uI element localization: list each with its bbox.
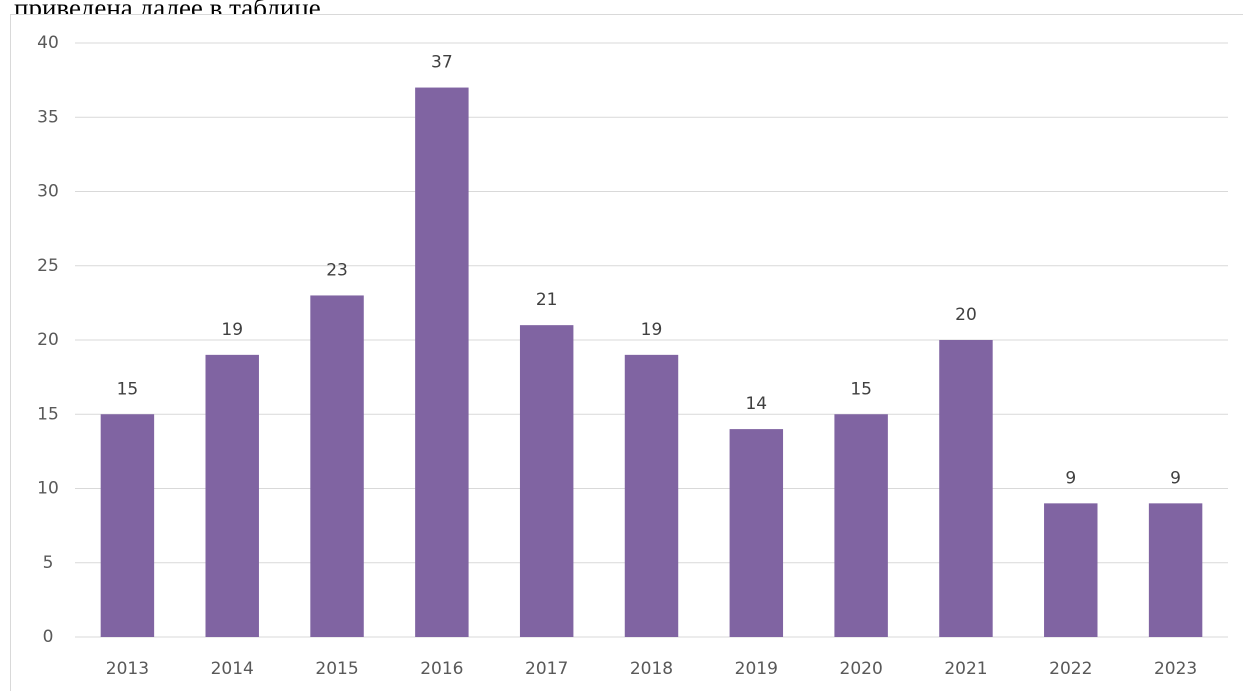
x-tick-label: 2017 <box>525 659 568 679</box>
x-tick-label: 2018 <box>630 659 673 679</box>
data-label: 20 <box>955 305 977 325</box>
data-label: 14 <box>745 394 767 414</box>
data-label: 19 <box>641 320 663 340</box>
x-tick-label: 2020 <box>840 659 883 679</box>
bar <box>415 88 468 637</box>
bar <box>205 355 258 637</box>
y-tick-label: 30 <box>37 182 59 202</box>
bar <box>834 414 887 637</box>
y-tick-label: 10 <box>37 479 59 499</box>
bar <box>1044 503 1097 637</box>
data-label: 15 <box>117 379 139 399</box>
y-tick-label: 0 <box>43 627 54 647</box>
bar <box>730 429 783 637</box>
data-label: 37 <box>431 53 453 73</box>
x-tick-label: 2019 <box>735 659 778 679</box>
x-tick-label: 2013 <box>106 659 149 679</box>
data-label: 19 <box>221 320 243 340</box>
bar <box>625 355 678 637</box>
y-tick-label: 40 <box>37 33 59 53</box>
data-label: 9 <box>1065 468 1076 488</box>
x-tick-label: 2021 <box>944 659 987 679</box>
data-label: 9 <box>1170 468 1181 488</box>
y-tick-label: 5 <box>43 553 54 573</box>
bar <box>520 325 573 637</box>
data-label: 15 <box>850 379 872 399</box>
data-label: 23 <box>326 260 348 280</box>
y-tick-label: 35 <box>37 107 59 127</box>
x-tick-label: 2016 <box>420 659 463 679</box>
y-tick-label: 15 <box>37 404 59 424</box>
x-tick-label: 2014 <box>211 659 254 679</box>
x-tick-label: 2023 <box>1154 659 1197 679</box>
bar <box>310 295 363 637</box>
data-label: 21 <box>536 290 558 310</box>
y-tick-label: 20 <box>37 330 59 350</box>
y-tick-label: 25 <box>37 256 59 276</box>
bar <box>939 340 992 637</box>
x-tick-label: 2015 <box>315 659 358 679</box>
bar <box>101 414 154 637</box>
bar <box>1149 503 1202 637</box>
x-tick-label: 2022 <box>1049 659 1092 679</box>
